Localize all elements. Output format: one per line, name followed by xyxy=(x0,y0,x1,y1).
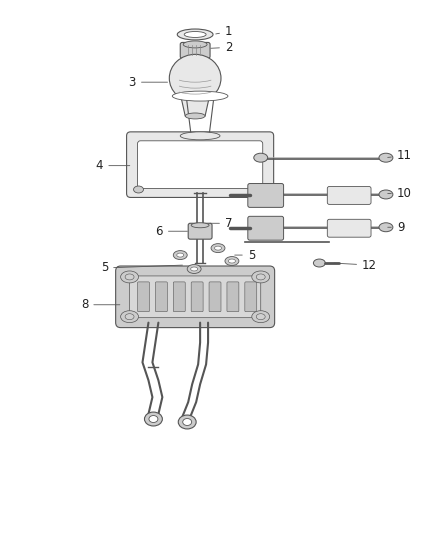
Ellipse shape xyxy=(256,274,265,280)
Ellipse shape xyxy=(252,271,270,283)
FancyBboxPatch shape xyxy=(245,282,257,312)
Ellipse shape xyxy=(379,223,393,232)
Ellipse shape xyxy=(149,416,158,423)
Ellipse shape xyxy=(173,251,187,260)
Ellipse shape xyxy=(170,54,221,102)
Polygon shape xyxy=(181,98,209,116)
Ellipse shape xyxy=(211,244,225,253)
FancyBboxPatch shape xyxy=(248,183,283,207)
Ellipse shape xyxy=(314,259,325,267)
Ellipse shape xyxy=(379,153,393,162)
Text: 3: 3 xyxy=(129,76,167,88)
Ellipse shape xyxy=(254,153,268,162)
Text: 6: 6 xyxy=(155,225,187,238)
Ellipse shape xyxy=(180,132,220,140)
FancyBboxPatch shape xyxy=(180,43,210,58)
Text: 5: 5 xyxy=(101,262,183,274)
Ellipse shape xyxy=(120,271,138,283)
Ellipse shape xyxy=(185,113,205,119)
Ellipse shape xyxy=(187,264,201,273)
Ellipse shape xyxy=(215,246,222,250)
Ellipse shape xyxy=(183,41,207,48)
FancyBboxPatch shape xyxy=(327,187,371,204)
FancyBboxPatch shape xyxy=(127,132,274,197)
Ellipse shape xyxy=(145,412,162,426)
FancyBboxPatch shape xyxy=(248,216,283,240)
FancyBboxPatch shape xyxy=(173,282,185,312)
Ellipse shape xyxy=(125,314,134,320)
FancyBboxPatch shape xyxy=(209,282,221,312)
Ellipse shape xyxy=(134,186,144,193)
Text: 1: 1 xyxy=(216,25,233,38)
Ellipse shape xyxy=(172,91,228,101)
Ellipse shape xyxy=(183,418,192,425)
Ellipse shape xyxy=(178,415,196,429)
Ellipse shape xyxy=(229,259,235,263)
Text: 12: 12 xyxy=(334,259,377,271)
FancyBboxPatch shape xyxy=(138,282,149,312)
Ellipse shape xyxy=(191,267,198,271)
Ellipse shape xyxy=(177,253,184,257)
Ellipse shape xyxy=(177,29,213,40)
Text: 9: 9 xyxy=(388,221,404,234)
FancyBboxPatch shape xyxy=(188,223,212,239)
Ellipse shape xyxy=(225,256,239,265)
Text: 7: 7 xyxy=(210,217,233,230)
FancyBboxPatch shape xyxy=(130,276,261,318)
FancyBboxPatch shape xyxy=(327,219,371,237)
Ellipse shape xyxy=(256,314,265,320)
Ellipse shape xyxy=(120,311,138,322)
Ellipse shape xyxy=(191,223,209,228)
Text: 5: 5 xyxy=(235,248,255,262)
Text: 10: 10 xyxy=(388,187,412,200)
Ellipse shape xyxy=(125,274,134,280)
Text: 8: 8 xyxy=(81,298,120,311)
FancyBboxPatch shape xyxy=(155,282,167,312)
Ellipse shape xyxy=(252,311,270,322)
FancyBboxPatch shape xyxy=(227,282,239,312)
FancyBboxPatch shape xyxy=(116,266,275,328)
Text: 11: 11 xyxy=(388,149,412,162)
Ellipse shape xyxy=(379,190,393,199)
Ellipse shape xyxy=(184,31,206,37)
FancyBboxPatch shape xyxy=(138,141,263,189)
Text: 4: 4 xyxy=(96,159,130,172)
Text: 2: 2 xyxy=(211,41,233,54)
FancyBboxPatch shape xyxy=(191,282,203,312)
